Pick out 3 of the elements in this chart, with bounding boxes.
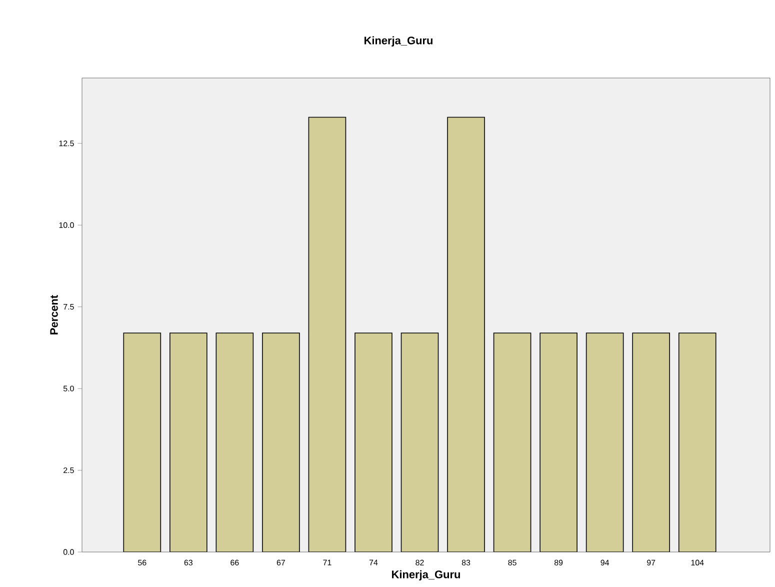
y-axis-title: Percent <box>50 295 58 334</box>
x-axis-title: Kinerja_Guru <box>392 570 460 580</box>
chart-title: Kinerja_Guru <box>364 36 432 46</box>
